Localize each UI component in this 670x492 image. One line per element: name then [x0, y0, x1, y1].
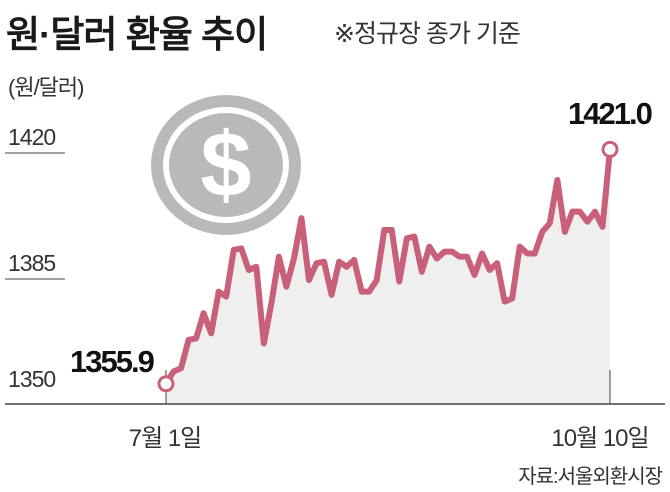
dollar-coin-icon: $	[151, 95, 301, 235]
source-note: 자료:서울외환시장	[518, 466, 663, 488]
end-value-label: 1421.0	[568, 96, 652, 131]
start-value-label: 1355.9	[70, 344, 155, 379]
svg-text:$: $	[200, 114, 251, 216]
x-tick-label-end: 10월 10일	[551, 425, 648, 452]
chart-subtitle: ※정규장 종가 기준	[334, 20, 521, 48]
x-tick-label-start: 7월 1일	[129, 425, 202, 452]
y-axis-unit: (원/달러)	[8, 75, 84, 100]
y-tick-label: 1385	[8, 250, 55, 276]
y-tick-label: 1420	[8, 124, 55, 150]
series-line	[163, 149, 613, 386]
end-marker	[601, 140, 619, 158]
y-tick-label: 1350	[8, 366, 55, 392]
area-fill	[166, 149, 610, 404]
chart-title: 원·달러 환율 추이	[6, 14, 268, 55]
start-marker	[157, 375, 175, 393]
